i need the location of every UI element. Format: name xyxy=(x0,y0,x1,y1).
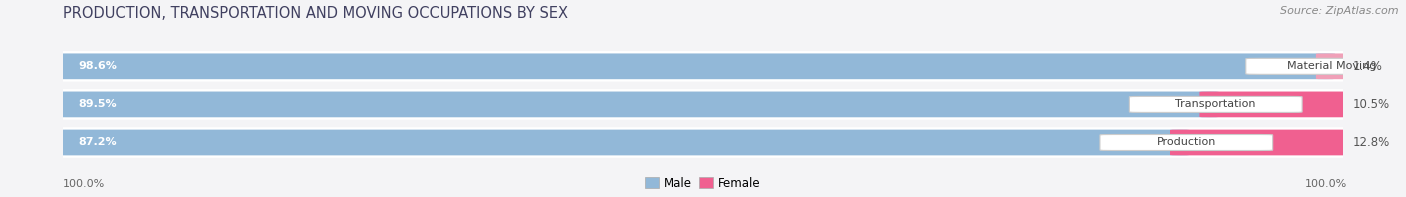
Text: Material Moving: Material Moving xyxy=(1288,61,1376,71)
FancyBboxPatch shape xyxy=(1246,58,1406,74)
Text: 98.6%: 98.6% xyxy=(79,61,118,71)
Text: 89.5%: 89.5% xyxy=(79,99,117,109)
Text: 100.0%: 100.0% xyxy=(1305,179,1347,189)
Text: 87.2%: 87.2% xyxy=(79,138,117,148)
Text: Production: Production xyxy=(1157,138,1216,148)
FancyBboxPatch shape xyxy=(44,129,1362,156)
Text: 12.8%: 12.8% xyxy=(1353,136,1391,149)
FancyBboxPatch shape xyxy=(56,130,1189,155)
Text: 10.5%: 10.5% xyxy=(1353,98,1391,111)
FancyBboxPatch shape xyxy=(1199,92,1350,117)
FancyBboxPatch shape xyxy=(56,53,1336,79)
FancyBboxPatch shape xyxy=(1170,130,1350,155)
FancyBboxPatch shape xyxy=(44,91,1362,118)
FancyBboxPatch shape xyxy=(1316,53,1350,79)
Text: Transportation: Transportation xyxy=(1175,99,1256,109)
FancyBboxPatch shape xyxy=(56,92,1219,117)
FancyBboxPatch shape xyxy=(1129,96,1302,112)
FancyBboxPatch shape xyxy=(44,53,1362,80)
Text: 100.0%: 100.0% xyxy=(63,179,105,189)
Text: PRODUCTION, TRANSPORTATION AND MOVING OCCUPATIONS BY SEX: PRODUCTION, TRANSPORTATION AND MOVING OC… xyxy=(63,6,568,21)
Legend: Male, Female: Male, Female xyxy=(641,172,765,194)
Text: 1.4%: 1.4% xyxy=(1353,60,1384,73)
Text: Source: ZipAtlas.com: Source: ZipAtlas.com xyxy=(1281,6,1399,16)
FancyBboxPatch shape xyxy=(1099,135,1272,151)
